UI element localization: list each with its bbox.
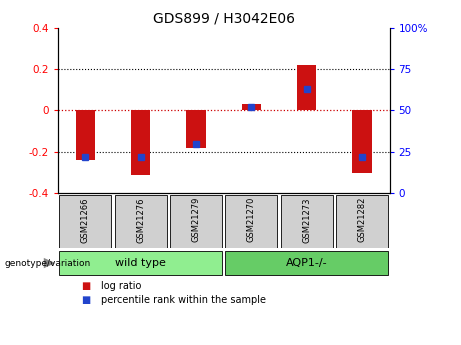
Bar — [131, 110, 150, 175]
Bar — [59, 252, 222, 275]
Text: GSM21282: GSM21282 — [357, 197, 366, 243]
Bar — [225, 252, 388, 275]
Bar — [59, 195, 111, 248]
Bar — [242, 104, 261, 110]
Bar — [225, 195, 277, 248]
Bar — [170, 195, 222, 248]
Text: GSM21279: GSM21279 — [191, 197, 201, 243]
Text: GSM21276: GSM21276 — [136, 197, 145, 243]
Bar — [281, 195, 332, 248]
Title: GDS899 / H3042E06: GDS899 / H3042E06 — [153, 11, 295, 25]
Text: log ratio: log ratio — [101, 282, 142, 291]
Text: percentile rank within the sample: percentile rank within the sample — [101, 295, 266, 305]
Text: ■: ■ — [81, 295, 90, 305]
Bar — [76, 110, 95, 160]
Bar — [297, 65, 316, 110]
Text: genotype/variation: genotype/variation — [5, 258, 91, 268]
Text: wild type: wild type — [115, 258, 166, 268]
Bar — [115, 195, 166, 248]
Bar — [352, 110, 372, 172]
Text: AQP1-/-: AQP1-/- — [286, 258, 327, 268]
Text: GSM21270: GSM21270 — [247, 197, 256, 243]
Text: GSM21266: GSM21266 — [81, 197, 90, 243]
Text: ■: ■ — [81, 282, 90, 291]
Bar — [186, 110, 206, 148]
Text: GSM21273: GSM21273 — [302, 197, 311, 243]
Polygon shape — [44, 258, 55, 268]
Bar — [336, 195, 388, 248]
